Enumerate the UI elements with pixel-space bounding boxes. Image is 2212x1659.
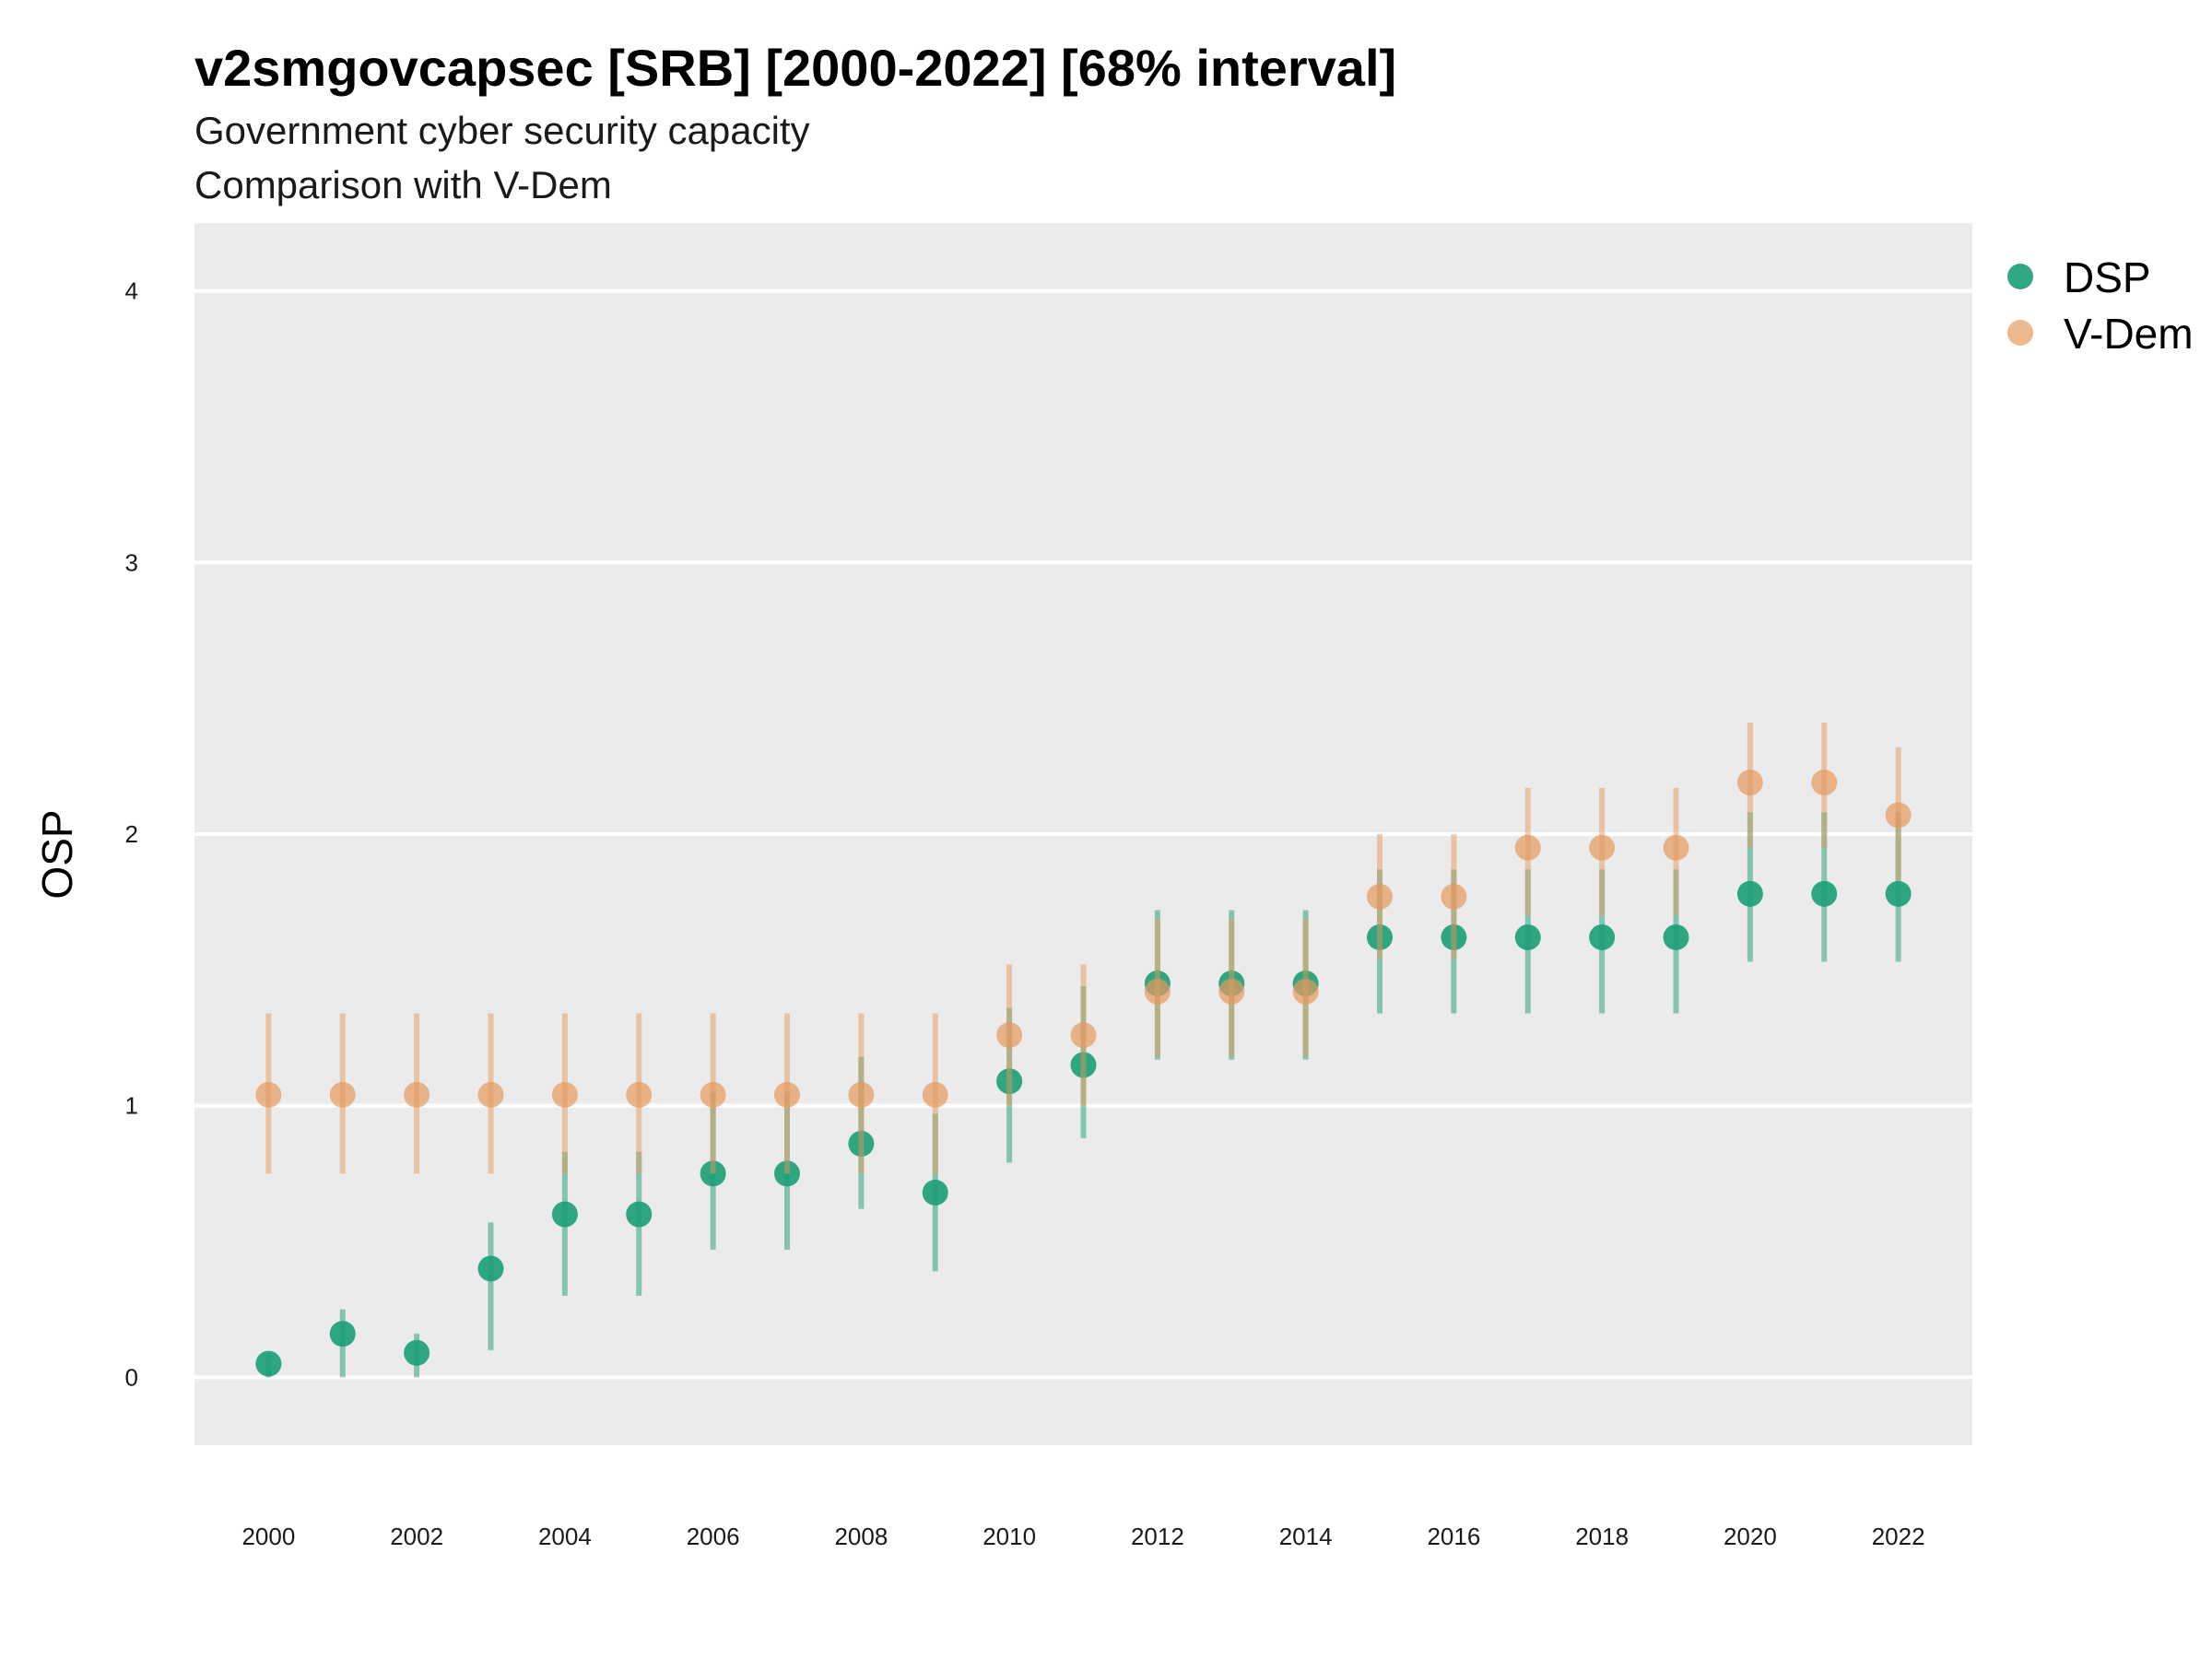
data-point (626, 1201, 653, 1228)
x-tick-label-2022: 2022 (1872, 1523, 1925, 1550)
y-tick-label-4: 4 (125, 277, 138, 305)
data-point (255, 1081, 282, 1108)
legend: DSP V-Dem (2007, 253, 2194, 358)
data-point (1736, 770, 1763, 796)
data-point (1811, 880, 1838, 907)
data-point (1885, 802, 1912, 829)
data-point (1663, 834, 1689, 861)
data-point (477, 1255, 504, 1282)
data-point (848, 1081, 875, 1108)
data-point (477, 1081, 504, 1108)
data-point (1811, 770, 1838, 796)
data-point (551, 1201, 578, 1228)
data-point (1663, 924, 1689, 950)
data-point (1367, 883, 1393, 910)
data-point (255, 1350, 282, 1377)
data-point (626, 1081, 653, 1108)
x-tick-label-2014: 2014 (1279, 1523, 1333, 1550)
x-tick-label-2002: 2002 (390, 1523, 443, 1550)
chart-title: v2smgovcapsec [SRB] [2000-2022] [68% int… (194, 39, 1396, 97)
legend-marker-dsp (2007, 264, 2033, 289)
y-tick-label-1: 1 (125, 1092, 138, 1120)
data-point (329, 1081, 356, 1108)
y-tick-label-0: 0 (125, 1363, 138, 1391)
data-point (1292, 978, 1319, 1005)
data-point (1514, 834, 1541, 861)
data-point (329, 1321, 356, 1347)
data-point (1589, 924, 1616, 950)
data-point (1441, 883, 1467, 910)
x-tick-label-2020: 2020 (1724, 1523, 1777, 1550)
data-series (255, 723, 1912, 1378)
legend-label-vdem: V-Dem (2064, 310, 2194, 358)
legend-marker-vdem (2007, 320, 2033, 346)
x-tick-label-2016: 2016 (1427, 1523, 1480, 1550)
data-point (774, 1081, 800, 1108)
data-point (1144, 978, 1171, 1005)
x-tick-label-2018: 2018 (1575, 1523, 1629, 1550)
y-tick-label-3: 3 (125, 548, 138, 576)
legend-label-dsp: DSP (2064, 253, 2151, 301)
x-tick-label-2010: 2010 (982, 1523, 1036, 1550)
data-point (404, 1339, 430, 1366)
series-v-dem (255, 723, 1912, 1174)
x-tick-label-2004: 2004 (538, 1523, 592, 1550)
x-tick-label-2012: 2012 (1131, 1523, 1184, 1550)
y-axis-ticks: 0 1 2 3 4 (125, 277, 138, 1392)
y-tick-label-2: 2 (125, 820, 138, 848)
chart-subtitle-comparison: Comparison with V-Dem (194, 163, 612, 206)
x-tick-label-2008: 2008 (834, 1523, 888, 1550)
data-point (1218, 978, 1245, 1005)
data-point (700, 1081, 726, 1108)
data-point (1514, 924, 1541, 950)
data-point (1736, 880, 1763, 907)
data-point (1070, 1022, 1097, 1049)
data-point (922, 1081, 948, 1108)
x-axis-ticks: 2000 2002 2004 2006 2008 2010 2012 2014 2016 2018… (241, 1523, 1924, 1550)
x-tick-label-2000: 2000 (241, 1523, 295, 1550)
data-point (1589, 834, 1616, 861)
data-point (551, 1081, 578, 1108)
data-point (404, 1081, 430, 1108)
chart-subtitle: Government cyber security capacity (194, 109, 810, 152)
y-axis-label: OSP (33, 809, 81, 899)
data-point (922, 1179, 948, 1206)
data-point (996, 1022, 1023, 1049)
data-point (1885, 880, 1912, 907)
x-tick-label-2006: 2006 (687, 1523, 740, 1550)
